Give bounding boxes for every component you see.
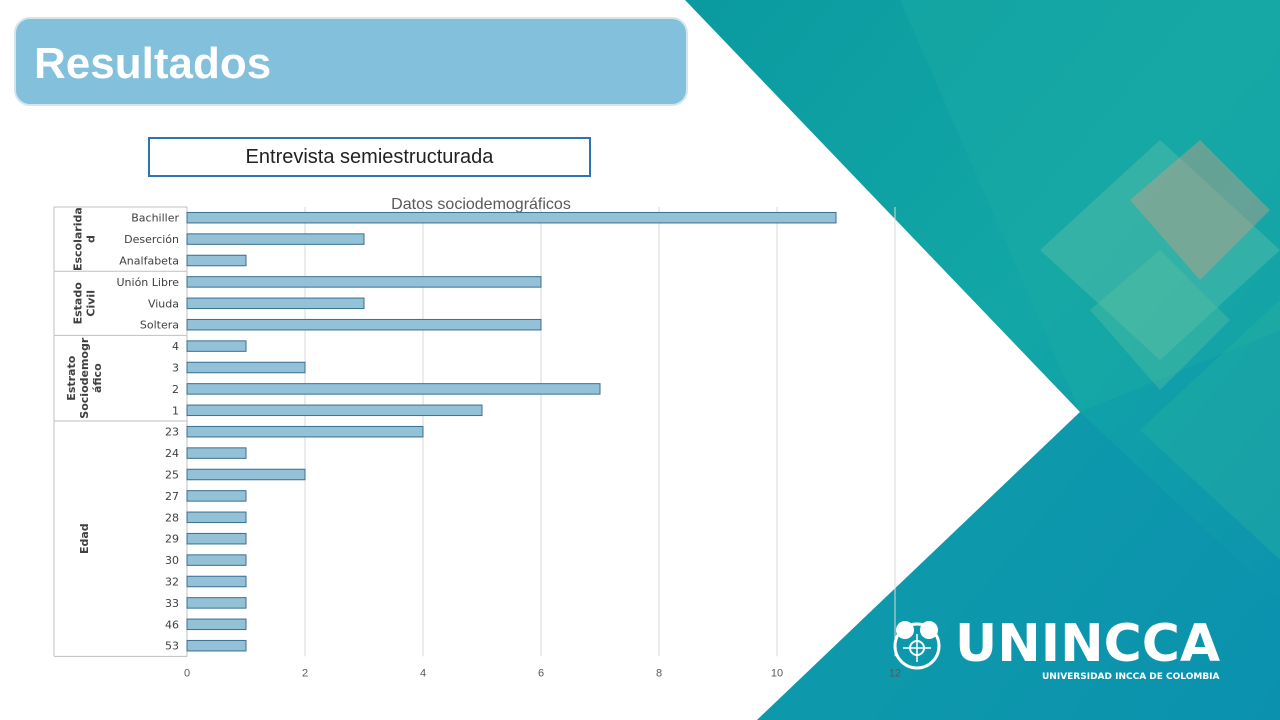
bar — [186, 340, 247, 352]
bar — [186, 254, 247, 267]
group-label-line: d — [85, 235, 98, 243]
group-label-line: Edad — [78, 523, 91, 554]
group-label: EstadoCivil — [72, 282, 98, 325]
group-label-line: Estado — [72, 282, 85, 325]
category-label: 2 — [172, 383, 179, 396]
bar — [186, 575, 247, 588]
bar — [186, 276, 542, 288]
group-label: Edad — [78, 523, 91, 554]
category-label: Deserción — [124, 233, 179, 246]
bar — [186, 233, 365, 245]
unincca-logo: UNINCCA UNIVERSIDAD INCCA DE COLOMBIA — [885, 612, 1245, 692]
x-tick-label: 4 — [420, 667, 426, 679]
bar — [186, 532, 247, 545]
chart-x-ticks: 0 2 4 6 8 10 12 — [184, 667, 901, 679]
bar — [186, 318, 542, 331]
bar — [186, 511, 247, 524]
category-label: 30 — [165, 554, 179, 567]
bar — [186, 383, 601, 395]
category-label: Soltera — [140, 319, 179, 332]
category-label: 32 — [165, 576, 179, 589]
bar — [186, 425, 424, 438]
bar — [186, 490, 247, 502]
category-label: 53 — [165, 640, 179, 653]
chart-group-labels: Escolaridad EstadoCivil EstratoSociodemogr… — [53, 206, 187, 657]
chart-bars — [186, 211, 837, 652]
category-label: 3 — [172, 362, 179, 375]
group-label: EstratoSociodemográfico — [65, 337, 104, 419]
bar — [186, 404, 483, 417]
category-label: 46 — [165, 618, 179, 631]
bar — [186, 597, 247, 609]
group-label-line: Estrato — [65, 355, 78, 400]
category-label: 1 — [172, 404, 179, 417]
group-label-line: Sociodemogr — [78, 337, 91, 419]
category-label: 4 — [172, 340, 179, 353]
category-label: Bachiller — [131, 212, 179, 225]
category-label: 27 — [165, 490, 179, 503]
title-banner: Resultados — [14, 17, 688, 106]
x-tick-label: 0 — [184, 667, 190, 679]
bar — [186, 361, 306, 374]
category-label: 23 — [165, 426, 179, 439]
bar — [186, 639, 247, 652]
category-label: 28 — [165, 511, 179, 524]
bar — [186, 468, 306, 481]
emblem-icon — [893, 621, 941, 670]
category-label: 24 — [165, 447, 179, 460]
logo-tagline: UNIVERSIDAD INCCA DE COLOMBIA — [1042, 672, 1220, 682]
category-label: 25 — [165, 469, 179, 482]
x-tick-label: 10 — [771, 667, 783, 679]
slide-title: Resultados — [34, 39, 272, 88]
x-tick-label: 8 — [656, 667, 662, 679]
category-label: Viuda — [148, 297, 179, 310]
bar — [186, 618, 247, 631]
group-label: Escolaridad — [72, 207, 98, 271]
category-label: 29 — [165, 533, 179, 546]
subtitle-box: Entrevista semiestructurada — [148, 137, 591, 177]
chart-category-labels: Bachiller Deserción Analfabeta Unión Libre V… — [117, 212, 180, 653]
bar — [186, 554, 247, 566]
logo-wordmark: UNINCCA — [955, 614, 1221, 674]
x-tick-label: 6 — [538, 667, 544, 679]
chart-title: Datos sociodemográficos — [391, 196, 571, 213]
category-label: Analfabeta — [119, 255, 179, 268]
bar — [186, 211, 837, 224]
bar — [186, 447, 247, 459]
group-label-line: Civil — [85, 290, 98, 317]
category-label: 33 — [165, 597, 179, 610]
bar — [186, 297, 365, 310]
x-tick-label: 12 — [889, 667, 901, 679]
group-label-line: Escolarida — [72, 207, 85, 271]
group-label-line: áfico — [91, 363, 104, 393]
x-tick-label: 2 — [302, 667, 308, 679]
category-label: Unión Libre — [117, 276, 180, 289]
